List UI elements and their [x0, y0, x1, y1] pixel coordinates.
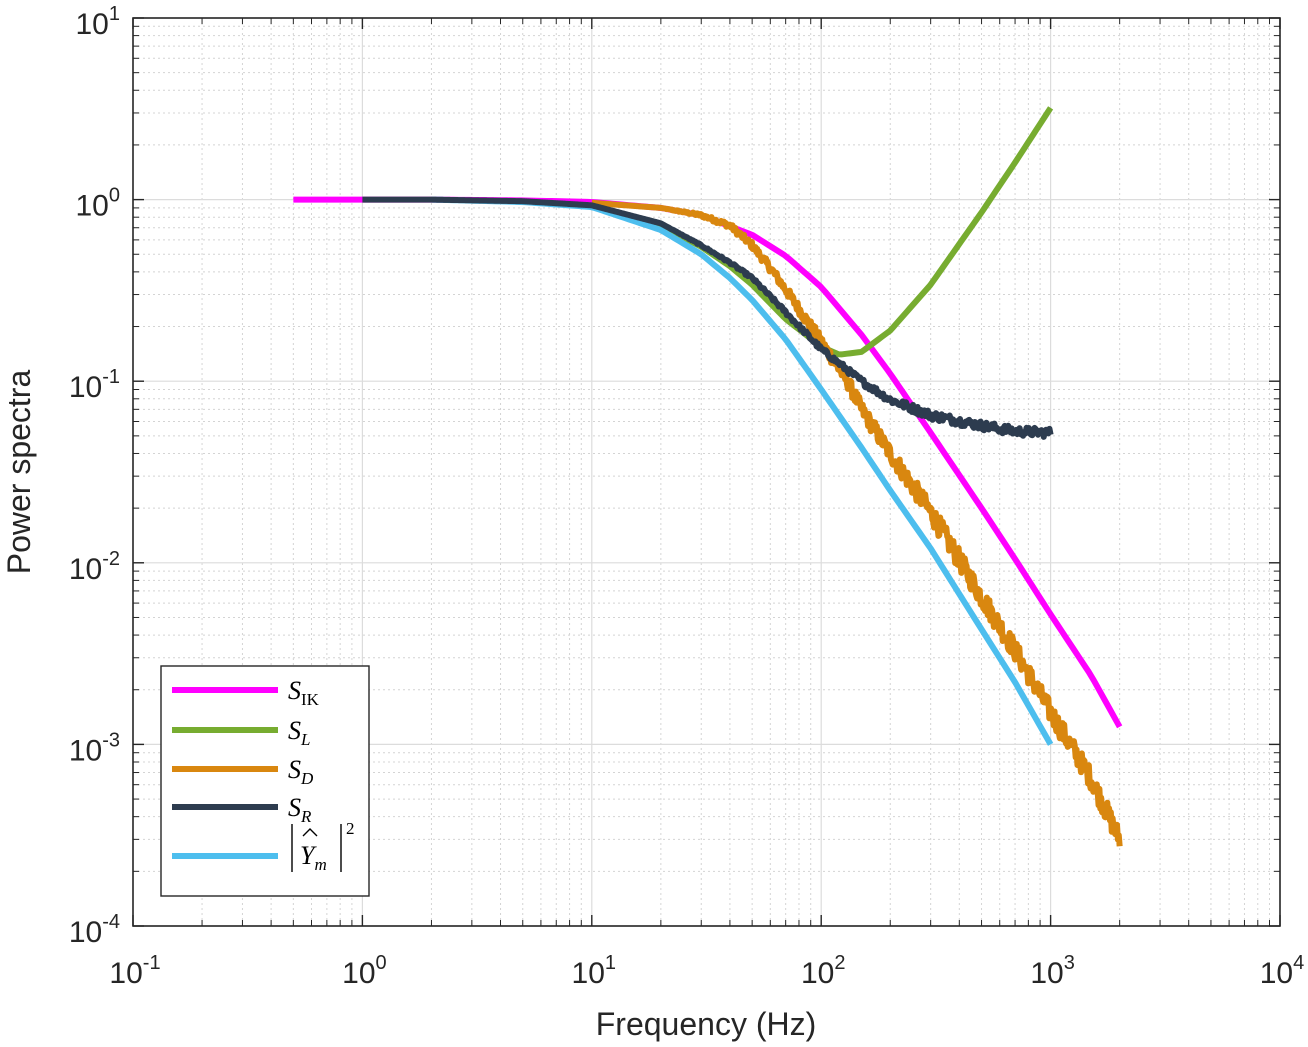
tick-base: 10 [76, 8, 109, 41]
y-tick-label: 101 [76, 3, 121, 41]
legend-sub: R [300, 807, 312, 826]
tick-base: 10 [342, 957, 375, 990]
legend-sub: L [300, 730, 310, 749]
tick-base: 10 [572, 957, 605, 990]
tick-base: 10 [69, 553, 102, 586]
tick-exponent: -4 [102, 911, 120, 933]
tick-base: 10 [69, 916, 102, 949]
legend-hat [302, 828, 318, 837]
legend-box [160, 665, 370, 897]
x-tick-labels: 10-1 100 101 102 103 104 [109, 952, 1304, 990]
y-axis-label: Power spectra [1, 370, 37, 575]
y-tick-label: 10-2 [69, 548, 120, 586]
x-tick-label: 102 [801, 952, 846, 990]
tick-base: 10 [1030, 957, 1063, 990]
tick-exponent: 1 [605, 952, 616, 974]
legend-main: S [288, 716, 301, 745]
y-tick-label: 10-3 [69, 729, 120, 767]
plot-frame [132, 17, 1281, 927]
x-axis-label: Frequency (Hz) [596, 1006, 817, 1042]
tick-base: 10 [69, 734, 102, 767]
y-tick-label: 10-4 [69, 911, 120, 949]
tick-base: 10 [1260, 957, 1293, 990]
x-tick-label: 10-1 [109, 952, 160, 990]
legend-label: SD [288, 755, 314, 788]
tick-exponent: -3 [102, 729, 120, 751]
series-layer [293, 106, 1123, 847]
tick-exponent: 0 [376, 952, 387, 974]
legend-main: S [288, 676, 301, 705]
legend-main: Y [300, 841, 317, 870]
tick-exponent: 3 [1064, 952, 1075, 974]
tick-base: 10 [801, 957, 834, 990]
tick-exponent: -2 [102, 548, 120, 570]
legend-label: SL [288, 716, 310, 749]
x-tick-label: 101 [572, 952, 617, 990]
y-tick-label: 10-1 [69, 366, 120, 404]
tick-base: 10 [76, 190, 109, 223]
x-tick-label: 103 [1030, 952, 1075, 990]
legend-label: Ym [300, 841, 327, 874]
legend-sup: 2 [346, 819, 355, 838]
minor-grid [133, 18, 1280, 926]
series-line-s-d [589, 199, 1123, 847]
tick-exponent: 2 [834, 952, 845, 974]
x-tick-label: 100 [342, 952, 387, 990]
tick-base: 10 [69, 371, 102, 404]
legend-label: SR [288, 793, 312, 826]
series-line-s-r [360, 196, 1054, 440]
tick-exponent: 4 [1293, 952, 1304, 974]
tick-exponent: -1 [102, 366, 120, 388]
legend-sub: m [314, 855, 326, 874]
y-tick-label: 100 [76, 185, 121, 223]
axis-ticks [132, 17, 1281, 927]
legend-sub: D [300, 769, 314, 788]
legend-main: S [288, 793, 301, 822]
tick-exponent: 0 [109, 185, 120, 207]
tick-base: 10 [109, 957, 142, 990]
x-tick-label: 104 [1260, 952, 1305, 990]
legend-sub: IK [301, 690, 320, 709]
legend-label: SIK [288, 676, 320, 709]
tick-exponent: 1 [109, 3, 120, 25]
tick-exponent: -1 [143, 952, 161, 974]
legend-main: S [288, 755, 301, 784]
